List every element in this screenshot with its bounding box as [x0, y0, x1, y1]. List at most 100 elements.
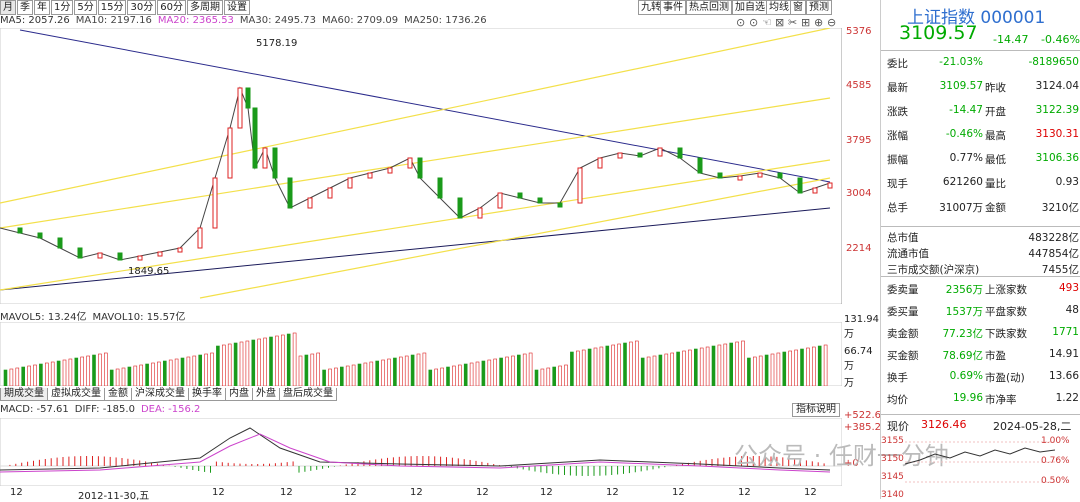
volume-bar [227, 343, 232, 386]
volume-bar [192, 355, 197, 386]
candle [757, 172, 763, 178]
volume-bar [174, 358, 179, 386]
volume-bar [198, 354, 202, 386]
macd-legend-item: DEA: -156.2 [140, 404, 201, 415]
period-button[interactable]: 5分 [74, 0, 97, 15]
volume-bar [499, 357, 503, 386]
volume-bar [670, 352, 675, 386]
x-axis-label: 12 [410, 487, 423, 498]
chart-tool-icon[interactable]: ⊙ [736, 16, 746, 29]
volume-bar [298, 355, 303, 386]
toolbar-button[interactable]: 预测 [806, 0, 832, 15]
volume-bar [98, 353, 102, 386]
period-button[interactable]: 30分 [127, 0, 157, 15]
quote-row: 总市值 483228亿 [881, 228, 1080, 246]
quote-label: 总手 [887, 202, 908, 214]
volume-bar [575, 350, 580, 386]
quote-value: 3210亿 [1041, 202, 1079, 214]
indicator-tab[interactable]: 盘后成交量 [279, 388, 337, 401]
candle [117, 252, 123, 261]
period-button[interactable]: 多周期 [186, 0, 223, 15]
chart-tool-icon[interactable]: ☜ [762, 16, 772, 29]
chart-tool-icon[interactable]: ⊞ [801, 16, 811, 29]
volume-bar [68, 358, 73, 386]
quote-value: -8189650 [1028, 56, 1079, 68]
x-axis-label: 12 [540, 487, 553, 498]
toolbar-button[interactable]: 均线 [766, 0, 792, 15]
volume-bar [629, 341, 633, 386]
volume-bar [693, 348, 698, 386]
quote-row: 现手 621260 量比 0.93 [881, 174, 1080, 192]
ma-legend-item: MA250: 1736.26 [404, 15, 487, 26]
volume-bar [263, 337, 267, 386]
macd-chart[interactable] [0, 418, 842, 486]
quote-row: 振幅 0.77% 最低 3106.36 [881, 150, 1080, 168]
volume-bar [163, 360, 167, 386]
period-button[interactable]: 15分 [97, 0, 127, 15]
volume-bar [115, 368, 120, 386]
volume-chart[interactable] [0, 322, 842, 386]
indicator-tab[interactable]: 期成交量 [0, 388, 48, 401]
index-title: 上证指数 000001 [907, 8, 1046, 28]
x-axis-label: 12 [606, 487, 619, 498]
candle [477, 207, 483, 219]
chart-tool-icon[interactable]: ⊖ [827, 16, 837, 29]
volume-bar [280, 334, 285, 386]
candle [137, 255, 143, 261]
trendline-resistance [19, 29, 831, 183]
indicator-tab[interactable]: 沪深成交量 [131, 388, 189, 401]
volume-bar [27, 365, 31, 386]
quote-label: 平盘家数 [985, 306, 1027, 318]
trendline-support [0, 207, 831, 291]
volume-bar [387, 358, 391, 386]
candle [407, 157, 413, 169]
kline-chart-area[interactable]: 月季年 1分 5分 15分 30分 60分 多周期 设置 九转 事件 热点回测 加自选 均线窗预测 ⊙ ⊙… [0, 0, 949, 502]
candle [307, 197, 313, 209]
volume-bar [15, 367, 20, 386]
volume-bar [363, 362, 368, 386]
indicator-tab[interactable]: 换手率 [188, 388, 226, 401]
volume-bar [121, 367, 126, 386]
volume-bar [357, 363, 362, 386]
indicator-tab[interactable]: 内盘 [225, 388, 253, 401]
quote-value: 14.91 [1048, 348, 1079, 360]
volume-bar [540, 368, 545, 386]
candle [272, 147, 278, 179]
candle [17, 227, 23, 234]
low-annotation: 1849.65 [128, 266, 170, 277]
volume-bar [74, 357, 79, 386]
period-button[interactable]: 年 [34, 0, 50, 15]
indicator-tab[interactable]: 虚拟成交量 [47, 388, 105, 401]
period-button[interactable]: 设置 [223, 0, 250, 15]
chart-tool-icon[interactable]: ⊠ [775, 16, 785, 29]
quote-label: 最低 [985, 154, 1006, 166]
period-button[interactable]: 月 [0, 0, 16, 15]
indicator-help-button[interactable]: 指标说明 [792, 403, 840, 417]
quote-value: 447854亿 [1028, 248, 1079, 260]
price-chart[interactable] [0, 28, 842, 304]
indicator-tabs: 期成交量 虚拟成交量 金额 沪深成交量 换手率 内盘 外盘 盘后成交量 [0, 388, 337, 401]
volume-bar [39, 363, 43, 386]
volume-bar [33, 364, 37, 386]
period-button[interactable]: 季 [17, 0, 33, 15]
volume-bar [811, 346, 816, 386]
toolbar-button[interactable]: 窗 [790, 0, 806, 15]
period-button[interactable]: 60分 [157, 0, 186, 15]
volume-bar [735, 341, 739, 386]
indicator-tab[interactable]: 外盘 [252, 388, 280, 401]
indicator-tab[interactable]: 金额 [104, 388, 132, 401]
volume-bar [151, 362, 155, 386]
macd-frame [0, 418, 842, 486]
chart-tool-icon[interactable]: ⊕ [814, 16, 824, 29]
toolbar-button[interactable]: 事件 [660, 0, 686, 15]
volume-bar [9, 368, 14, 386]
toolbar-button[interactable]: 热点回测 [686, 0, 732, 15]
x-axis-label: 12 [672, 487, 685, 498]
chart-tool-icon[interactable]: ✂ [788, 16, 798, 29]
toolbar-button[interactable]: 加自选 [732, 0, 768, 15]
price-axis-label: 4585 [846, 80, 872, 91]
chart-tool-icon[interactable]: ⊙ [749, 16, 759, 29]
period-button[interactable]: 1分 [51, 0, 74, 15]
dea-line [0, 433, 831, 473]
volume-bar [552, 366, 557, 386]
